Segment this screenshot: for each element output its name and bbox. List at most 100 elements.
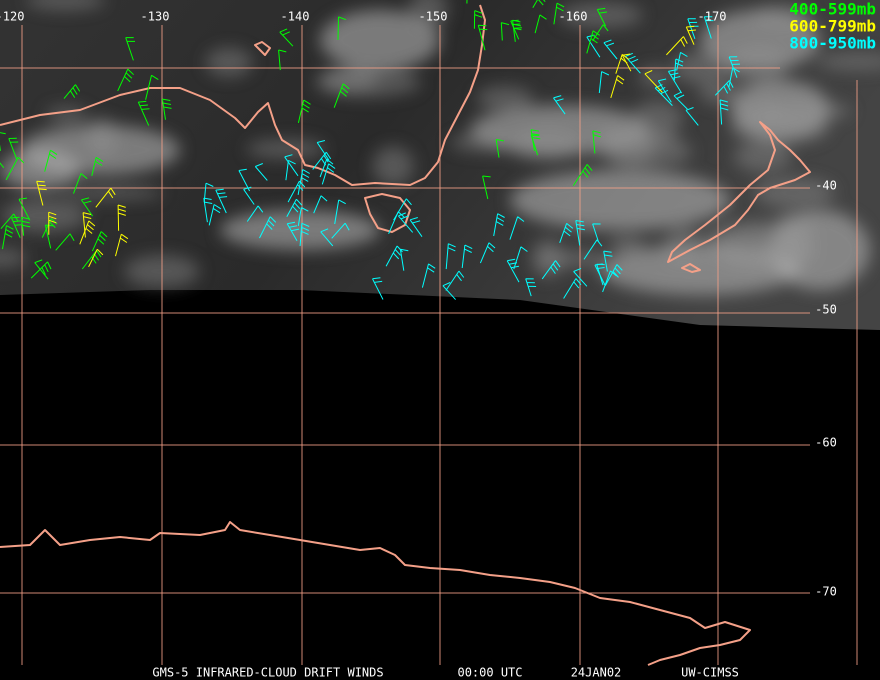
cloud <box>476 86 533 111</box>
wind-barb <box>297 99 311 124</box>
wind-barb <box>563 278 582 299</box>
cloud <box>61 186 164 200</box>
cloud <box>320 10 440 70</box>
wind-barb <box>286 198 303 217</box>
lon-label: -170 <box>698 10 727 24</box>
wind-barb <box>657 78 672 103</box>
wind-barb <box>553 2 565 25</box>
wind-barb <box>48 211 57 235</box>
footer-time: 00:00 UTC <box>457 666 522 680</box>
graticule <box>0 25 858 665</box>
lat-label: -40 <box>815 179 837 193</box>
wind-barb <box>685 107 699 126</box>
wind-barb <box>676 51 688 71</box>
wind-barb <box>145 74 159 100</box>
lon-label: -130 <box>141 10 170 24</box>
wind-barb <box>573 267 588 287</box>
lat-label: -70 <box>815 585 837 599</box>
wind-barb <box>286 221 300 242</box>
cloud <box>752 4 812 27</box>
cloud <box>510 128 581 161</box>
cloud <box>753 178 835 208</box>
wind-barb <box>445 270 465 291</box>
wind-barb <box>559 223 574 243</box>
wind-barb <box>603 250 613 272</box>
cloud <box>764 101 852 121</box>
cloud <box>409 0 448 29</box>
wind-barb <box>666 36 688 56</box>
lon-label: -150 <box>419 10 448 24</box>
footer-date: 24JAN02 <box>571 666 622 680</box>
wind-barb <box>409 217 423 237</box>
wind-barb <box>36 180 47 206</box>
wind-barb <box>621 53 632 72</box>
wind-barb <box>137 100 150 126</box>
wind-barb <box>728 56 741 78</box>
lon-label: -120 <box>0 10 24 24</box>
cloud <box>639 67 670 87</box>
wind-barb <box>506 258 520 283</box>
legend-entry: 800-950mb <box>789 34 876 53</box>
wind-barb <box>319 158 334 178</box>
cloud <box>609 235 645 256</box>
wind-barb <box>583 239 603 260</box>
wind-barb <box>117 68 134 92</box>
legend-entry: 400-599mb <box>789 0 876 19</box>
wind-barb <box>215 188 228 214</box>
wind-barb <box>421 263 436 288</box>
wind-barb <box>525 278 537 297</box>
wind-barb <box>337 16 347 40</box>
wind-barb <box>82 212 92 238</box>
wind-barb <box>0 162 5 169</box>
wind-barb <box>510 19 522 40</box>
footer: GMS-5 INFRARED-CLOUD DRIFT WINDS 00:00 U… <box>152 666 738 680</box>
wind-barb <box>243 186 255 205</box>
wind-barb <box>598 71 610 94</box>
wind-barb <box>479 242 496 264</box>
wind-barb <box>313 195 328 214</box>
wind-barb <box>575 220 585 246</box>
wind-barb <box>530 129 541 151</box>
wind-barb <box>500 22 510 41</box>
wind-barb <box>312 151 332 170</box>
cloud <box>664 227 703 265</box>
wind-barb <box>703 16 714 39</box>
wind-barb <box>493 213 505 237</box>
cloud <box>450 133 514 152</box>
wind-barb <box>445 243 456 270</box>
wind-barb <box>603 39 618 60</box>
wind-barb <box>246 205 264 222</box>
wind-barb <box>299 222 310 247</box>
wind-barb <box>473 10 483 29</box>
wind-barb <box>115 233 129 257</box>
wind-barb <box>553 95 566 115</box>
cloud <box>0 248 27 267</box>
wind-barb <box>34 259 49 280</box>
wind-barb <box>279 28 294 47</box>
wind-barb <box>21 216 31 236</box>
wind-barb <box>278 49 287 71</box>
wind-barb <box>442 282 456 300</box>
wind-barb <box>385 245 403 267</box>
cloud <box>734 99 784 124</box>
cloud <box>632 100 683 135</box>
wind-barb <box>320 228 334 247</box>
footer-title: GMS-5 INFRARED-CLOUD DRIFT WINDS <box>152 666 383 680</box>
wind-barb <box>572 164 593 186</box>
wind-barb <box>592 130 602 154</box>
lat-label: -50 <box>815 303 837 317</box>
wind-barb <box>685 25 696 45</box>
wind-barb <box>334 199 346 225</box>
cloud <box>220 210 380 250</box>
cloud <box>816 53 880 70</box>
wind-barb <box>285 159 296 181</box>
wind-barb <box>284 154 299 177</box>
wind-barb <box>714 80 734 96</box>
wind-barb <box>117 204 126 231</box>
wind-barb <box>654 84 673 106</box>
wind-barb <box>509 216 525 240</box>
wind-barb <box>477 24 488 51</box>
legend: 400-599mb 600-799mb 800-950mb <box>789 0 876 53</box>
cloud <box>704 220 815 262</box>
